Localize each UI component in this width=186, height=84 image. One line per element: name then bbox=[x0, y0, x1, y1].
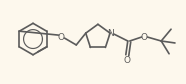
Text: O: O bbox=[140, 33, 147, 42]
Text: O: O bbox=[123, 56, 130, 65]
Text: N: N bbox=[107, 29, 113, 38]
Text: O: O bbox=[57, 33, 64, 42]
